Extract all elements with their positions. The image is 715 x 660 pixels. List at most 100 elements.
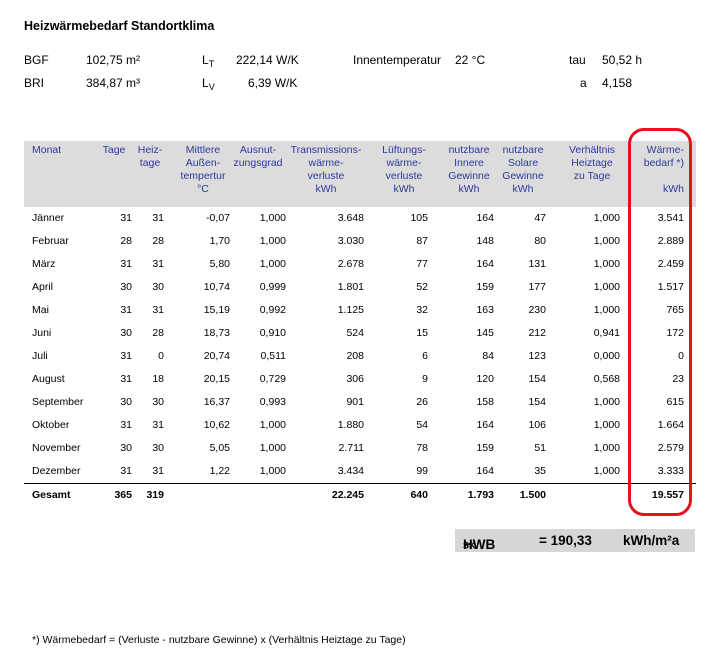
cell-transmission: 524	[346, 327, 364, 339]
cell-lueftung: 15	[416, 327, 428, 339]
hwb-label: HWB SK	[463, 537, 496, 552]
cell-aussentemperatur: 18,73	[203, 327, 230, 339]
cell-aussentemperatur: -0,07	[206, 212, 230, 224]
cell-verhaeltnis: 0,568	[593, 373, 620, 385]
cell-monat: März	[32, 258, 56, 270]
cell-verhaeltnis: 1,000	[593, 396, 620, 408]
cell-heiztage: 30	[152, 396, 164, 408]
table-row: August 31 18 20,15 0,729 306 9 120 154 0,568 23	[24, 368, 696, 391]
cell-transmission: 901	[346, 396, 364, 408]
cell-aussentemperatur: 20,74	[203, 350, 230, 362]
cell-verhaeltnis: 1,000	[593, 442, 620, 454]
table-row: März 31 31 5,80 1,000 2.678 77 164 131 1,000 2.459	[24, 253, 696, 276]
lv-label: LV	[202, 76, 215, 92]
cell-verhaeltnis: 0,941	[593, 327, 620, 339]
cell-ausnutzungsgrad: 1,000	[259, 419, 286, 431]
table-row: Mai 31 31 15,19 0,992 1.125 32 163 230 1,000 765	[24, 299, 696, 322]
cell-monat: Gesamt	[32, 489, 71, 501]
hwb-value: = 190,33	[539, 533, 592, 548]
header-solare-gewinne: nutzbare Solare Gewinne kWh	[502, 144, 544, 195]
cell-solare-gewinne: 106	[528, 419, 546, 431]
cell-solare-gewinne: 80	[534, 235, 546, 247]
cell-tage: 31	[120, 258, 132, 270]
cell-innere-gewinne: 164	[476, 419, 494, 431]
cell-tage: 31	[120, 350, 132, 362]
cell-lueftung: 640	[410, 489, 428, 501]
cell-ausnutzungsgrad: 0,993	[259, 396, 286, 408]
cell-transmission: 2.711	[338, 442, 365, 454]
cell-lueftung: 105	[410, 212, 428, 224]
cell-innere-gewinne: 159	[476, 442, 494, 454]
cell-lueftung: 26	[416, 396, 428, 408]
cell-heiztage: 31	[152, 212, 164, 224]
cell-monat: Februar	[32, 235, 69, 247]
cell-lueftung: 99	[416, 465, 428, 477]
heat-demand-table: Monat Tage Heiz- tage Mittlere Außen- tempe…	[24, 141, 696, 507]
cell-monat: November	[32, 442, 81, 454]
cell-tage: 31	[120, 304, 132, 316]
cell-transmission: 1.801	[337, 281, 364, 293]
cell-tage: 30	[120, 281, 132, 293]
bri-value: 384,87 m³	[86, 76, 141, 90]
cell-ausnutzungsgrad: 0,910	[259, 327, 286, 339]
bgf-label: BGF	[24, 53, 49, 67]
hwb-summary: HWB SK = 190,33 kWh/m²a	[455, 529, 695, 552]
cell-transmission: 3.030	[337, 235, 364, 247]
cell-verhaeltnis: 1,000	[593, 304, 620, 316]
cell-waermebedarf: 3.333	[657, 465, 684, 477]
cell-ausnutzungsgrad: 0,999	[259, 281, 286, 293]
cell-ausnutzungsgrad: 0,729	[259, 373, 286, 385]
innentemperatur-value: 22 °C	[455, 53, 486, 67]
cell-ausnutzungsgrad: 1,000	[259, 212, 286, 224]
header-ausnutzungsgrad: Ausnut- zungsgrad	[233, 144, 283, 169]
cell-solare-gewinne: 230	[528, 304, 546, 316]
a-value: 4,158	[602, 76, 633, 90]
cell-innere-gewinne: 164	[476, 212, 494, 224]
cell-heiztage: 31	[152, 419, 164, 431]
cell-tage: 30	[120, 442, 132, 454]
header-waermebedarf: Wärme- bedarf *) kWh	[643, 144, 684, 195]
table-row: Oktober 31 31 10,62 1,000 1.880 54 164 106 1,000 1…	[24, 414, 696, 437]
cell-monat: Juni	[32, 327, 52, 339]
table-row: November 30 30 5,05 1,000 2.711 78 159 51 1,000 2.…	[24, 437, 696, 460]
cell-aussentemperatur: 5,05	[209, 442, 230, 454]
cell-innere-gewinne: 164	[476, 465, 494, 477]
cell-heiztage: 0	[158, 350, 164, 362]
cell-tage: 31	[120, 212, 132, 224]
tau-label: tau	[569, 53, 586, 67]
cell-monat: August	[32, 373, 65, 385]
cell-aussentemperatur: 15,19	[203, 304, 230, 316]
cell-waermebedarf: 2.459	[657, 258, 684, 270]
cell-heiztage: 319	[146, 489, 164, 501]
cell-innere-gewinne: 148	[476, 235, 494, 247]
header-aussentemperatur: Mittlere Außen- tempertur °C	[180, 144, 226, 195]
cell-ausnutzungsgrad: 1,000	[259, 235, 286, 247]
header-verhaeltnis: Verhältnis Heiztage zu Tage	[568, 144, 616, 182]
cell-lueftung: 9	[422, 373, 428, 385]
hwb-unit: kWh/m²a	[623, 533, 680, 548]
cell-solare-gewinne: 177	[528, 281, 546, 293]
cell-ausnutzungsgrad: 1,000	[259, 442, 286, 454]
cell-heiztage: 28	[152, 327, 164, 339]
cell-aussentemperatur: 10,74	[203, 281, 230, 293]
table-row: September 30 30 16,37 0,993 901 26 158 154 1,000 6…	[24, 391, 696, 414]
table-header: Monat Tage Heiz- tage Mittlere Außen- tempe…	[24, 141, 696, 207]
cell-innere-gewinne: 120	[476, 373, 494, 385]
cell-heiztage: 31	[152, 304, 164, 316]
cell-waermebedarf: 3.541	[657, 212, 684, 224]
cell-innere-gewinne: 84	[482, 350, 494, 362]
cell-waermebedarf: 2.889	[657, 235, 684, 247]
cell-lueftung: 87	[416, 235, 428, 247]
cell-aussentemperatur: 1,22	[209, 465, 230, 477]
cell-verhaeltnis: 1,000	[593, 419, 620, 431]
cell-solare-gewinne: 1.500	[519, 489, 546, 501]
table-row: Dezember 31 31 1,22 1,000 3.434 99 164 35 1,000 3.…	[24, 460, 696, 483]
table-row: April 30 30 10,74 0,999 1.801 52 159 177 1,000 1.5…	[24, 276, 696, 299]
cell-monat: Dezember	[32, 465, 81, 477]
lt-value: 222,14 W/K	[236, 53, 299, 67]
innentemperatur-label: Innentemperatur	[353, 53, 442, 67]
cell-tage: 30	[120, 396, 132, 408]
cell-heiztage: 18	[152, 373, 164, 385]
cell-monat: Oktober	[32, 419, 70, 431]
cell-lueftung: 78	[416, 442, 428, 454]
